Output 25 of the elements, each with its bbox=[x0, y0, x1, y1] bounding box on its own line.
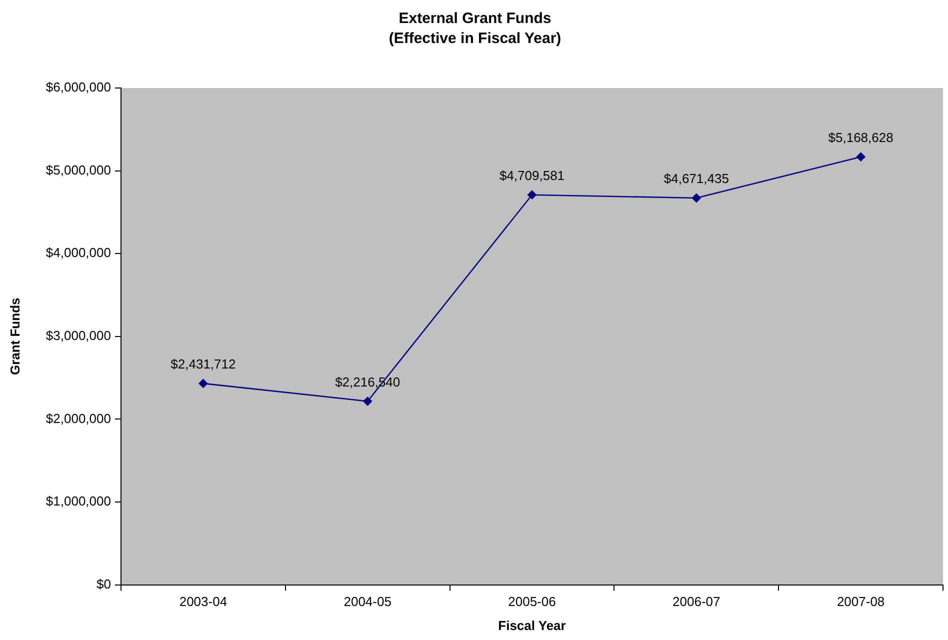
y-axis-title: Grant Funds bbox=[7, 298, 22, 376]
y-tick-label: $1,000,000 bbox=[46, 494, 111, 509]
y-tick-label: $2,000,000 bbox=[46, 410, 111, 426]
y-tick-label: $4,000,000 bbox=[46, 245, 111, 260]
x-tick-label: 2003-04 bbox=[179, 594, 228, 610]
point bbox=[528, 190, 536, 200]
y-tick-label: $0 bbox=[96, 576, 111, 592]
y-tick-label: $3,000,000 bbox=[46, 328, 111, 343]
y-tick-label: $5,000,000 bbox=[46, 162, 111, 178]
point bbox=[363, 396, 372, 406]
x-tick-label: 2007-08 bbox=[836, 594, 885, 610]
chart-title: External Grant Funds bbox=[398, 10, 552, 28]
y-tick-label: $6,000,000 bbox=[46, 80, 111, 95]
chart-subtitle: (Effective in Fiscal Year) bbox=[388, 30, 562, 48]
point bbox=[198, 378, 208, 388]
x-tick-label: 2004-05 bbox=[344, 594, 392, 610]
point bbox=[856, 152, 866, 162]
x-axis-title: Fiscal Year bbox=[498, 618, 566, 633]
x-tick-label: 2005-06 bbox=[508, 594, 556, 610]
point bbox=[692, 194, 701, 203]
data-label: $2,431,712 bbox=[170, 356, 236, 372]
data-label: $4,671,435 bbox=[664, 171, 729, 186]
x-tick-label: 2006-07 bbox=[672, 594, 720, 610]
data-label: $4,709,581 bbox=[499, 168, 565, 183]
data-label: $5,168,628 bbox=[828, 130, 894, 145]
